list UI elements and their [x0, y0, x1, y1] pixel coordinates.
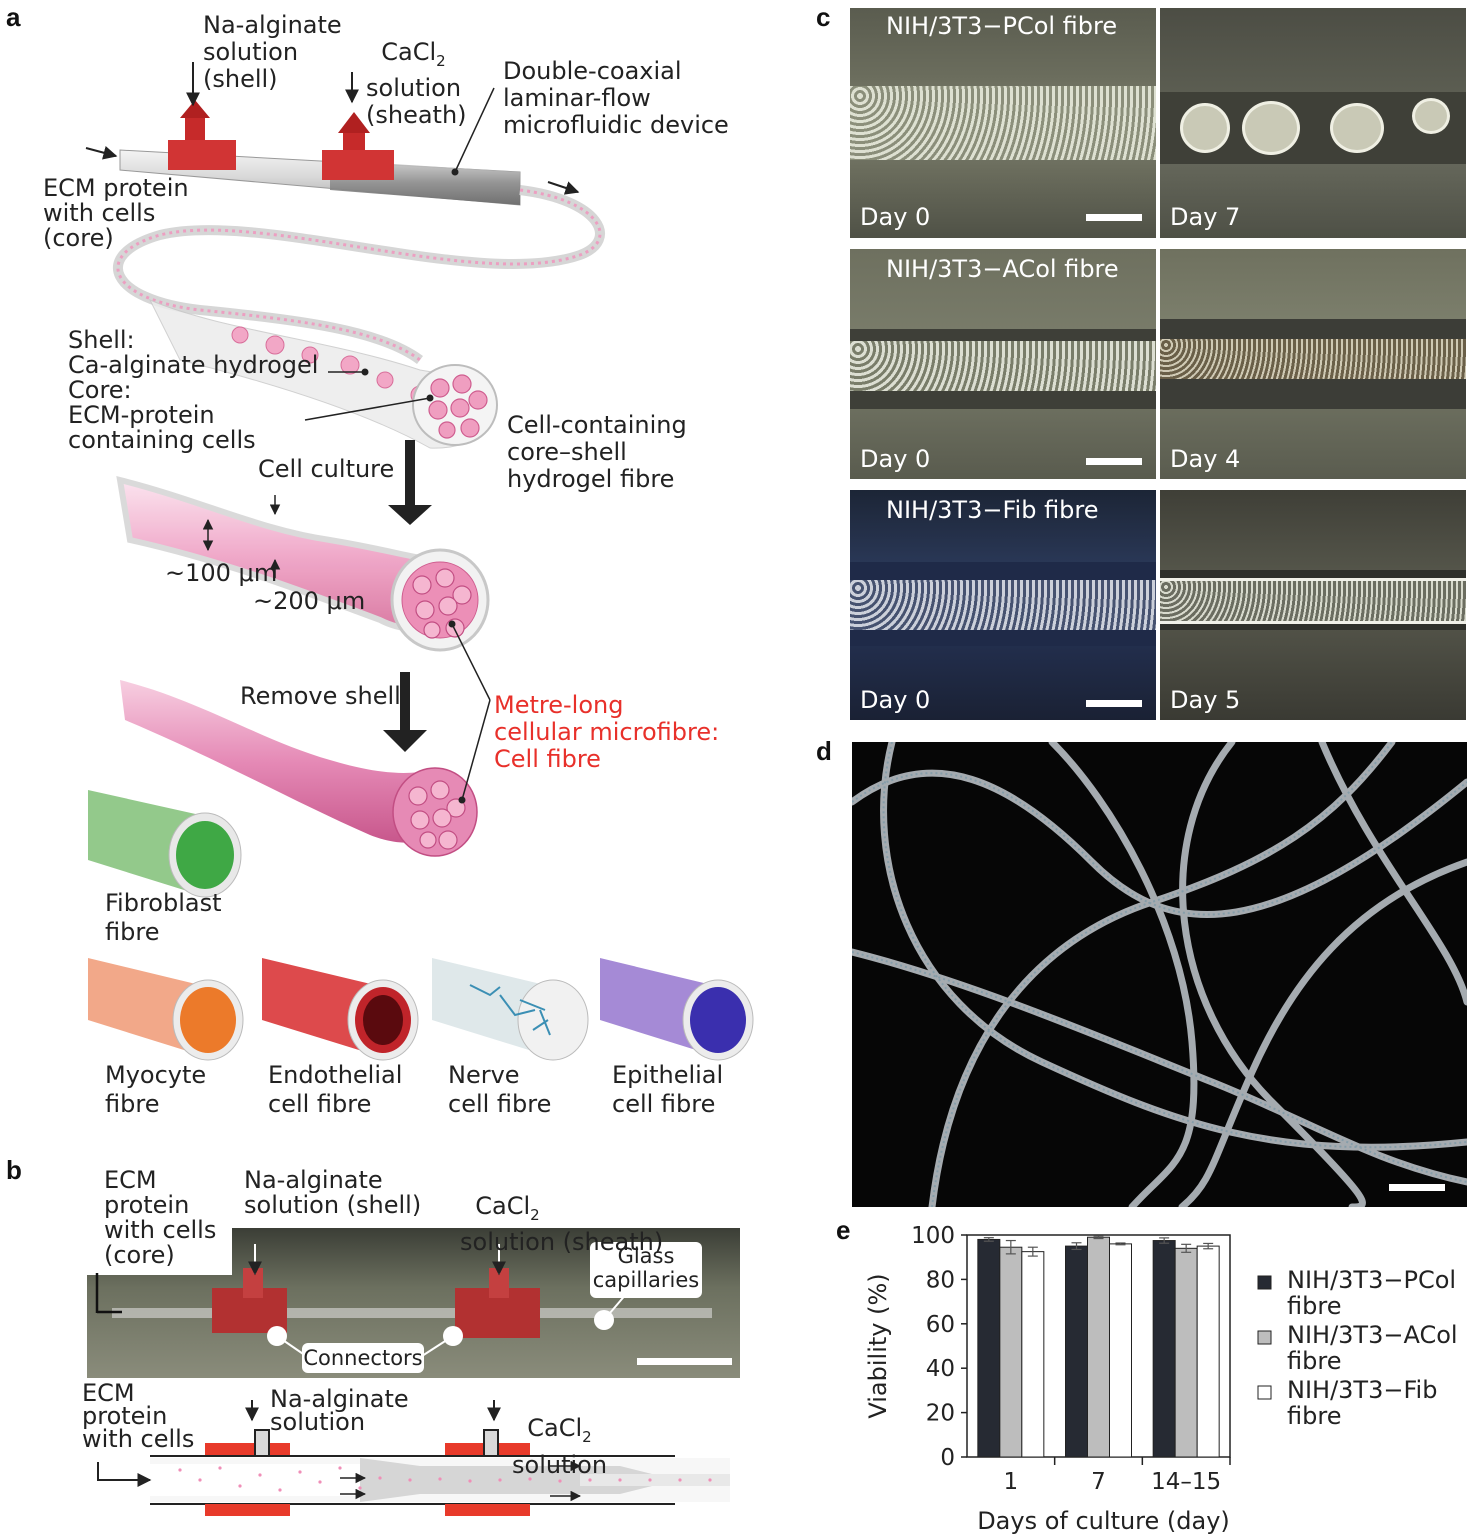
endothelial-fibre-graphic	[262, 958, 419, 1061]
x-tick-label: 7	[1091, 1469, 1106, 1495]
micrograph-acol-day4: Day 4	[1160, 249, 1466, 479]
bar	[1174, 1247, 1198, 1458]
label-cacl2: CaCl2 solution (sheath)	[366, 38, 467, 129]
label-200um: ~200 μm	[253, 587, 366, 615]
b-label-glass: Glass capillaries	[592, 1244, 700, 1292]
label-metre-long: Metre-long cellular microfibre: Cell fib…	[494, 691, 720, 773]
viability-chart: 0 20 40 60 80 100 Viability (%) 1 7 14–15 Days of …	[864, 1223, 1458, 1535]
micrograph-title-fib: NIH/3T3−Fib fibre	[886, 496, 1099, 524]
legend-label: fibre	[1287, 1292, 1341, 1320]
label-nerve: Nerve cell fibre	[448, 1061, 552, 1118]
label-device: Double-coaxial laminar-flow microfluidic…	[503, 57, 729, 139]
legend-label: NIH/3T3−Fib	[1287, 1376, 1437, 1404]
legend-label: NIH/3T3−ACol	[1287, 1321, 1458, 1349]
label-100um: ~100 μm	[165, 559, 278, 587]
micrograph-pcol-day0: NIH/3T3−PCol fibre Day 0	[850, 8, 1156, 238]
schematic-label-ecm: ECM protein with cells	[82, 1379, 195, 1453]
schematic-label-na-alginate: Na-alginate solution	[270, 1385, 409, 1436]
bar	[1109, 1243, 1132, 1458]
bar	[1087, 1236, 1110, 1458]
y-tick-label: 60	[926, 1312, 955, 1338]
day-label: Day 0	[860, 445, 931, 473]
day-label: Day 0	[860, 686, 931, 714]
label-fibroblast: Fibroblast fibre	[105, 889, 222, 946]
micrograph-pcol-day7: Day 7	[1160, 8, 1466, 238]
label-shell-core: Shell: Ca-alginate hydrogel Core: ECM-pr…	[68, 326, 319, 454]
day-label: Day 4	[1170, 445, 1241, 473]
myocyte-fibre-graphic	[88, 958, 244, 1061]
bar	[977, 1238, 1001, 1458]
y-tick-label: 100	[911, 1223, 955, 1249]
panel-e-letter: e	[836, 1215, 851, 1245]
micrograph-fib-day0: NIH/3T3−Fib fibre Day 0	[850, 490, 1156, 720]
label-ecm-core: ECM protein with cells (core)	[43, 174, 189, 252]
legend-swatch	[1257, 1385, 1272, 1400]
bar	[1065, 1245, 1088, 1458]
bar	[1196, 1245, 1220, 1458]
micrograph-title-pcol: NIH/3T3−PCol fibre	[886, 12, 1118, 40]
b-label-connectors: Connectors	[303, 1346, 423, 1370]
fibres-photo	[852, 742, 1467, 1207]
label-cell-containing: Cell-containing core–shell hydrogel fibr…	[507, 411, 687, 493]
micrograph-fib-day5: Day 5	[1160, 490, 1466, 720]
micrograph-title-acol: NIH/3T3−ACol fibre	[886, 255, 1119, 283]
nerve-fibre-graphic	[432, 958, 589, 1061]
legend-label: NIH/3T3−PCol	[1287, 1266, 1456, 1294]
legend-swatch	[1257, 1275, 1272, 1290]
x-axis-label: Days of culture (day)	[977, 1507, 1230, 1535]
x-tick-label: 14–15	[1151, 1469, 1221, 1495]
b-label-na-alginate: Na-alginate solution (shell)	[244, 1166, 422, 1219]
label-myocyte: Myocyte fibre	[105, 1061, 207, 1118]
label-cell-culture: Cell culture	[258, 455, 395, 483]
label-epithelial: Epithelial cell fibre	[612, 1061, 724, 1118]
day-label: Day 5	[1170, 686, 1241, 714]
legend-label: fibre	[1287, 1347, 1341, 1375]
panel-a-letter: a	[6, 2, 21, 32]
panel-c-letter: c	[816, 2, 831, 32]
schematic-label-cacl2: CaCl2 solution	[512, 1414, 608, 1479]
legend-swatch	[1257, 1330, 1272, 1345]
label-endothelial: Endothelial cell fibre	[268, 1061, 403, 1118]
y-tick-label: 40	[926, 1356, 955, 1382]
fibroblast-fibre-graphic	[88, 790, 242, 898]
device-schematic	[97, 1400, 730, 1516]
micrograph-acol-day0: NIH/3T3−ACol fibre Day 0	[850, 249, 1156, 479]
epithelial-fibre-graphic	[600, 958, 754, 1061]
bar	[999, 1246, 1023, 1458]
y-axis-label: Viability (%)	[864, 1273, 892, 1418]
label-remove-shell: Remove shell	[240, 682, 401, 710]
bar	[1152, 1240, 1176, 1458]
legend-label: fibre	[1287, 1402, 1341, 1430]
panel-a-illustration	[85, 62, 754, 1061]
day-label: Day 7	[1170, 203, 1241, 231]
label-na-alginate: Na-alginate solution (shell)	[203, 11, 342, 93]
b-label-ecm: ECM protein with cells (core)	[104, 1166, 217, 1269]
connector-1	[168, 100, 236, 170]
panel-d-letter: d	[816, 736, 832, 766]
panel-b-letter: b	[6, 1155, 22, 1185]
b-label-cacl2: CaCl2 solution (sheath)	[460, 1192, 664, 1256]
y-tick-label: 0	[940, 1445, 955, 1471]
y-tick-label: 80	[926, 1267, 955, 1293]
x-tick-label: 1	[1004, 1469, 1019, 1495]
bar	[1021, 1251, 1045, 1458]
y-tick-label: 20	[926, 1401, 955, 1427]
device-photo-annotations	[95, 1244, 628, 1359]
day-label: Day 0	[860, 203, 931, 231]
connector-2	[322, 112, 394, 180]
